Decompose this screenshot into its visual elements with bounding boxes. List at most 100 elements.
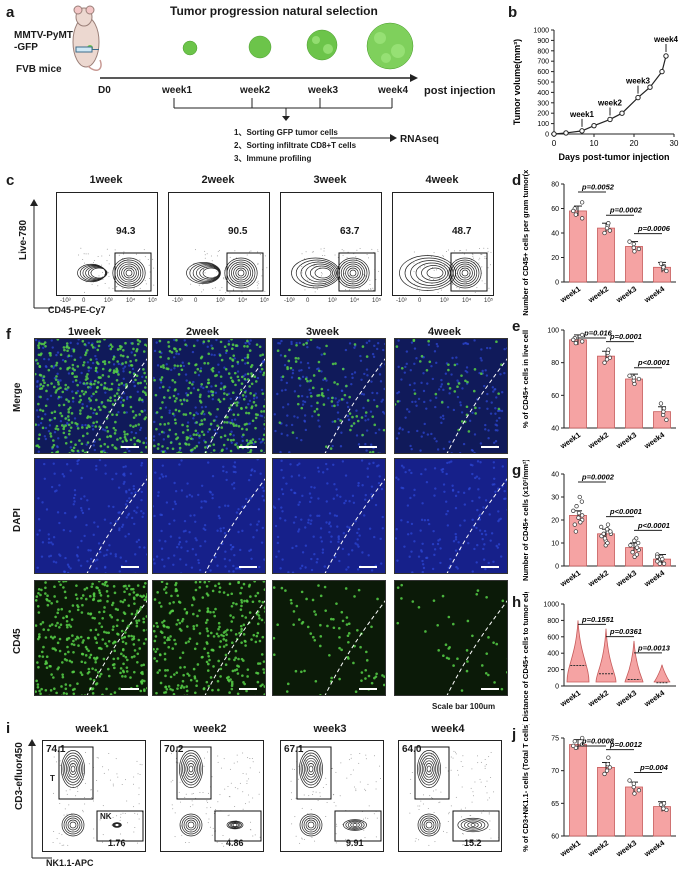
- micro-cd45-cell: [246, 675, 249, 678]
- micro-nucleus: [175, 352, 178, 355]
- micro-cd45-cell: [412, 339, 416, 343]
- micro-cd45-cell: [59, 353, 63, 357]
- micro-cd45-cell: [100, 625, 104, 629]
- micro-cd45-cell: [137, 619, 141, 622]
- micro-nucleus: [114, 555, 118, 558]
- micro-nucleus: [380, 487, 384, 491]
- micro-nucleus: [204, 405, 207, 409]
- micro-nucleus: [417, 555, 421, 558]
- micro-nucleus: [351, 372, 354, 376]
- chart-b-ytick-label: 0: [545, 132, 549, 139]
- micro-nucleus: [104, 429, 107, 432]
- chart-d-datapoint: [631, 245, 636, 250]
- micro-cd45-cell: [111, 443, 114, 447]
- micro-cd45-cell: [106, 594, 110, 598]
- micro-cd45-cell: [174, 642, 177, 646]
- micro-nucleus: [397, 365, 400, 369]
- micro-nucleus: [80, 476, 83, 480]
- micro-nucleus: [277, 497, 281, 501]
- facs-i-event: [116, 815, 118, 817]
- micro-nucleus: [338, 559, 341, 563]
- chart-e-ylabel: % of CD45+ cells in live cell: [521, 330, 530, 428]
- micro-cd45-cell: [119, 671, 122, 675]
- facs-c-contour-pos: [121, 265, 137, 281]
- micro-nucleus: [220, 382, 223, 385]
- facs-c-event: [458, 288, 460, 290]
- micro-cd45-cell: [252, 633, 256, 637]
- micro-nucleus: [106, 548, 109, 552]
- micro-cd45-cell: [371, 415, 375, 418]
- micro-cd45-cell: [206, 618, 209, 622]
- micro-cd45-cell: [246, 345, 249, 348]
- micro-nucleus: [423, 519, 427, 522]
- micro-cd45-cell: [94, 660, 97, 664]
- facs-i-event: [295, 835, 297, 837]
- facs-i-event: [174, 836, 176, 838]
- micro-nucleus: [216, 564, 219, 567]
- micro-nucleus: [344, 499, 348, 503]
- micro-nucleus: [299, 361, 303, 364]
- facs-c-event: [414, 283, 416, 285]
- chart-g-bar: [569, 515, 587, 567]
- micro-cd45-cell: [68, 684, 72, 687]
- micro-nucleus: [133, 522, 136, 526]
- micro-cd45-cell: [198, 581, 202, 584]
- micro-col-title-1: 1week: [68, 326, 102, 338]
- micro-cd45-cell: [90, 585, 94, 588]
- micro-background: [273, 459, 385, 573]
- micro-nucleus: [105, 553, 108, 557]
- micro-cd45-cell: [123, 598, 127, 602]
- facs-i-event: [120, 813, 122, 815]
- micro-nucleus: [358, 534, 361, 537]
- micro-nucleus: [177, 392, 180, 396]
- micro-nucleus: [403, 545, 406, 548]
- facs-c-event: [112, 287, 114, 289]
- micro-nucleus: [342, 531, 346, 535]
- micro-nucleus: [164, 475, 168, 478]
- micro-cd45-cell: [193, 371, 197, 374]
- step-1: 1、Sorting GFP tumor cells: [234, 128, 338, 137]
- micro-cd45-cell: [255, 453, 258, 454]
- facs-c-xtick: 10⁴: [462, 298, 472, 304]
- micro-nucleus: [370, 380, 373, 383]
- chart-d-datapoint: [580, 216, 585, 221]
- micro-nucleus: [318, 514, 321, 517]
- micro-nucleus: [355, 409, 358, 412]
- micro-cd45-cell: [246, 353, 250, 357]
- micro-cd45-cell: [251, 438, 255, 441]
- micro-nucleus: [259, 414, 262, 417]
- chart-e-datapoint: [571, 337, 576, 342]
- facs-c-event: [442, 254, 444, 256]
- facs-c-event: [366, 254, 368, 256]
- micro-cd45-cell: [264, 442, 265, 445]
- micro-nucleus: [247, 478, 251, 482]
- micro-cd45-cell: [181, 651, 185, 655]
- micro-nucleus: [488, 513, 491, 516]
- micro-cd45-cell: [117, 633, 120, 636]
- micro-nucleus: [121, 523, 125, 526]
- micro-nucleus: [489, 539, 492, 542]
- micro-cd45-cell: [265, 680, 266, 683]
- micro-nucleus: [184, 563, 188, 567]
- micro-cd45-cell: [395, 403, 397, 406]
- facs-i-event: [108, 753, 110, 755]
- chart-j-pvalue: p=0.004: [639, 763, 669, 772]
- micro-cd45-cell: [256, 622, 260, 626]
- micro-nucleus: [44, 365, 48, 368]
- micro-nucleus: [300, 438, 303, 442]
- micro-nucleus: [487, 561, 490, 565]
- micro-cd45-cell: [105, 590, 109, 593]
- micro-nucleus: [190, 566, 194, 569]
- micro-cd45-cell: [417, 605, 421, 609]
- micro-nucleus: [168, 522, 171, 526]
- chart-e-datapoint: [658, 401, 664, 406]
- micro-nucleus: [301, 403, 305, 406]
- facs-i-event: [223, 758, 225, 760]
- micro-cd45-cell: [91, 687, 95, 690]
- micro-cd45-cell: [133, 353, 137, 357]
- micro-cd45-cell: [60, 661, 64, 664]
- micro-cd45-cell: [240, 630, 243, 633]
- micro-nucleus: [153, 420, 156, 424]
- facs-c-event: [101, 271, 103, 273]
- facs-i-event: [136, 813, 138, 815]
